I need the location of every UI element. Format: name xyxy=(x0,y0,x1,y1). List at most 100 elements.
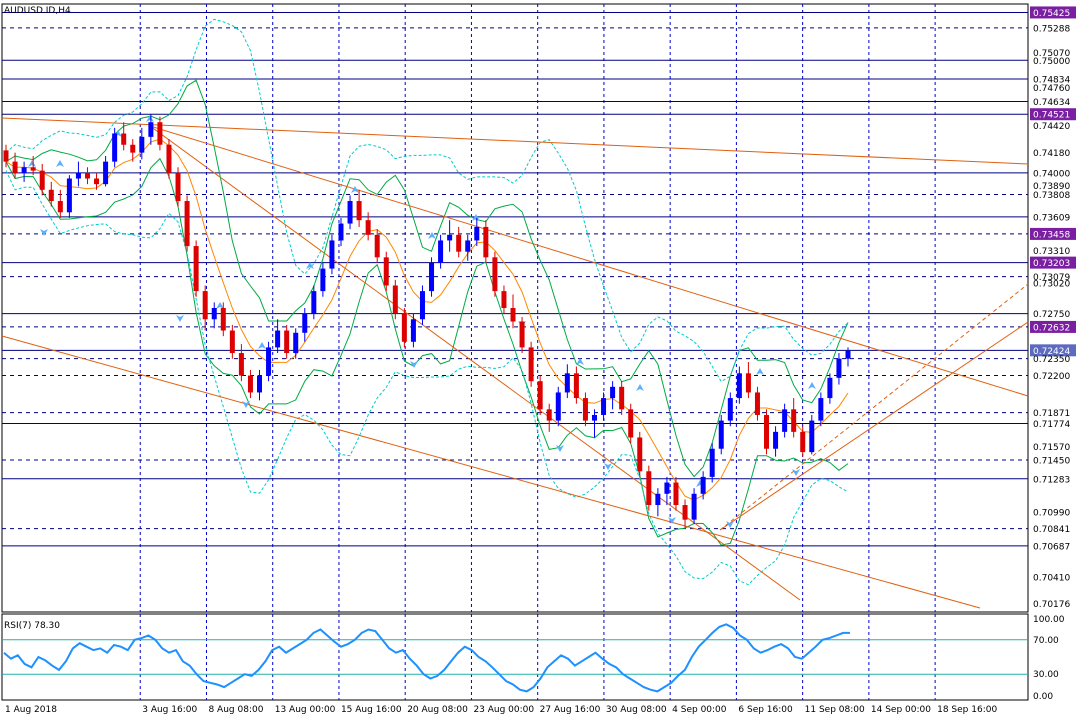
candle-body[interactable] xyxy=(519,321,525,348)
candle-body[interactable] xyxy=(57,201,63,213)
trendline-support-dashed[interactable] xyxy=(719,283,1029,531)
candle-body[interactable] xyxy=(573,373,579,399)
candle-body[interactable] xyxy=(555,392,561,421)
candle-body[interactable] xyxy=(39,170,45,190)
candle-body[interactable] xyxy=(673,482,679,506)
candle-body[interactable] xyxy=(338,223,344,241)
candle-body[interactable] xyxy=(601,398,607,415)
candle-body[interactable] xyxy=(700,476,706,494)
candle-body[interactable] xyxy=(447,234,453,241)
candle-body[interactable] xyxy=(773,431,779,449)
trendline-channel-lower[interactable] xyxy=(1,335,981,609)
candle-body[interactable] xyxy=(537,381,543,410)
candle-body[interactable] xyxy=(329,240,335,269)
candle-body[interactable] xyxy=(166,144,172,173)
candle-body[interactable] xyxy=(139,136,145,153)
candle-body[interactable] xyxy=(510,308,516,322)
candle-body[interactable] xyxy=(48,189,54,202)
candle-body[interactable] xyxy=(782,409,788,432)
candle-body[interactable] xyxy=(257,375,263,393)
candle-body[interactable] xyxy=(474,226,480,241)
candle-body[interactable] xyxy=(419,291,425,320)
candle-body[interactable] xyxy=(610,386,616,399)
candle-body[interactable] xyxy=(501,291,507,308)
candle-body[interactable] xyxy=(401,313,407,342)
candle-body[interactable] xyxy=(84,172,90,179)
candle-body[interactable] xyxy=(12,161,18,173)
candle-body[interactable] xyxy=(94,178,100,185)
candle-body[interactable] xyxy=(392,285,398,314)
candle-body[interactable] xyxy=(229,330,235,354)
candles[interactable] xyxy=(3,114,851,528)
candle-body[interactable] xyxy=(646,471,652,506)
candle-body[interactable] xyxy=(564,373,570,393)
candle-body[interactable] xyxy=(809,420,815,453)
candle-body[interactable] xyxy=(827,377,833,399)
candle-body[interactable] xyxy=(356,201,362,221)
candle-body[interactable] xyxy=(121,133,127,145)
candle-body[interactable] xyxy=(745,373,751,393)
candle-body[interactable] xyxy=(238,353,244,376)
candle-body[interactable] xyxy=(66,178,72,213)
candle-body[interactable] xyxy=(438,240,444,263)
candle-body[interactable] xyxy=(193,246,199,292)
candle-body[interactable] xyxy=(284,330,290,354)
candle-body[interactable] xyxy=(220,308,226,331)
candle-body[interactable] xyxy=(628,409,634,438)
candle-body[interactable] xyxy=(311,291,317,314)
trendline-steep[interactable] xyxy=(149,125,801,601)
candle-body[interactable] xyxy=(175,172,181,202)
candle-body[interactable] xyxy=(836,358,842,378)
candle-body[interactable] xyxy=(655,493,661,506)
candle-body[interactable] xyxy=(818,398,824,421)
candle-body[interactable] xyxy=(383,257,389,286)
candle-body[interactable] xyxy=(302,313,308,333)
candle-body[interactable] xyxy=(112,133,118,162)
candle-body[interactable] xyxy=(492,257,498,292)
candle-body[interactable] xyxy=(75,172,81,179)
candle-body[interactable] xyxy=(365,220,371,235)
candle-body[interactable] xyxy=(410,319,416,342)
candle-body[interactable] xyxy=(3,150,9,162)
candle-body[interactable] xyxy=(130,144,136,153)
candle-body[interactable] xyxy=(347,201,353,224)
candle-body[interactable] xyxy=(21,167,27,173)
trendline-channel-upper[interactable] xyxy=(149,125,1029,397)
candle-body[interactable] xyxy=(103,161,109,185)
candle-body[interactable] xyxy=(320,268,326,292)
candle-body[interactable] xyxy=(275,330,281,348)
candle-body[interactable] xyxy=(709,448,715,477)
candle-body[interactable] xyxy=(754,392,760,415)
candle-body[interactable] xyxy=(619,386,625,410)
candle-body[interactable] xyxy=(184,201,190,247)
candle-body[interactable] xyxy=(30,167,36,171)
candle-body[interactable] xyxy=(691,493,697,520)
trendline-support[interactable] xyxy=(719,321,1029,531)
candle-body[interactable] xyxy=(682,505,688,520)
candle-body[interactable] xyxy=(157,122,163,145)
candle-body[interactable] xyxy=(791,409,797,432)
candle-body[interactable] xyxy=(211,308,217,320)
candle-body[interactable] xyxy=(456,234,462,252)
candle-body[interactable] xyxy=(582,398,588,421)
candle-body[interactable] xyxy=(293,332,299,354)
candle-body[interactable] xyxy=(374,234,380,258)
candle-body[interactable] xyxy=(800,431,806,453)
candle-body[interactable] xyxy=(718,420,724,449)
candle-body[interactable] xyxy=(637,437,643,472)
candle-body[interactable] xyxy=(736,373,742,399)
candle-body[interactable] xyxy=(591,414,597,421)
candle-body[interactable] xyxy=(148,122,154,137)
candle-body[interactable] xyxy=(727,398,733,421)
candle-body[interactable] xyxy=(483,226,489,258)
candle-body[interactable] xyxy=(528,347,534,382)
candle-body[interactable] xyxy=(764,414,770,449)
candle-body[interactable] xyxy=(546,409,552,421)
candle-body[interactable] xyxy=(202,291,208,320)
candle-body[interactable] xyxy=(429,262,435,292)
candle-body[interactable] xyxy=(664,482,670,494)
candle-body[interactable] xyxy=(845,350,851,359)
candle-body[interactable] xyxy=(247,375,253,393)
candle-body[interactable] xyxy=(266,347,272,376)
trendline-top[interactable] xyxy=(1,117,1029,165)
